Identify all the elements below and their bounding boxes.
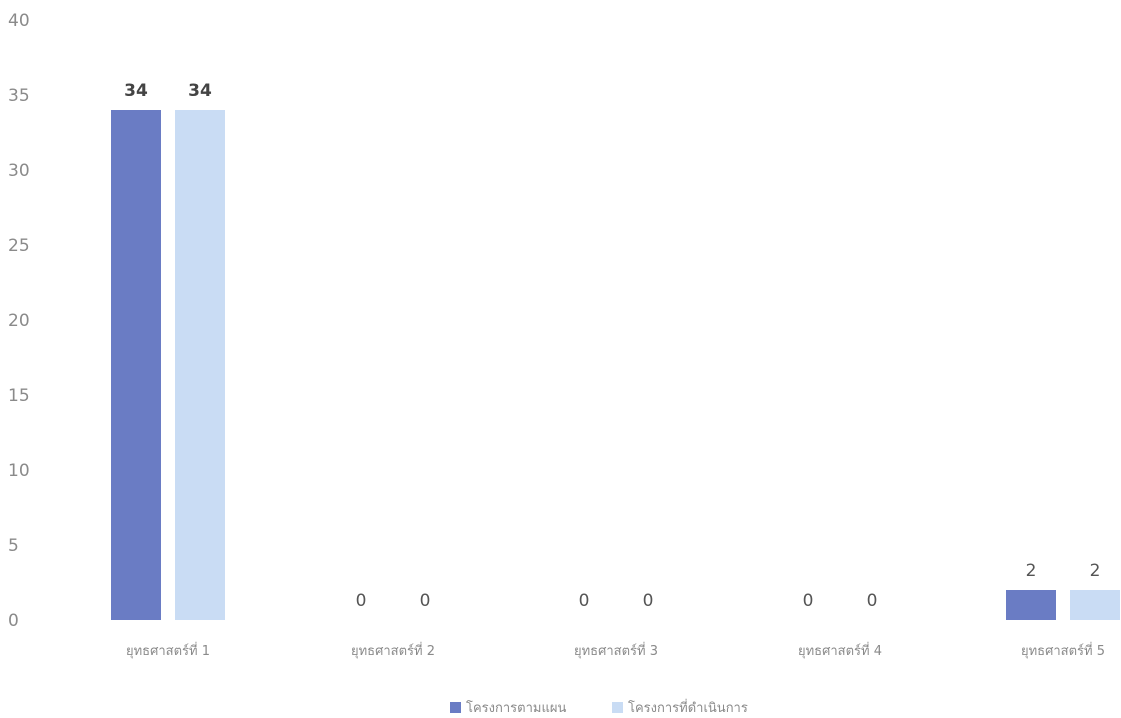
x-tick-label: ยุทธศาสตร์ที่ 3	[574, 642, 658, 659]
data-label: 2	[1090, 561, 1101, 581]
bar-1-5	[1006, 590, 1056, 620]
y-tick-label: 10	[8, 461, 30, 481]
y-axis: 0 5 10 15 20 25 30 35 40	[8, 11, 30, 631]
x-tick-label: ยุทธศาสตร์ที่ 2	[351, 642, 435, 659]
data-label: 2	[1026, 561, 1037, 581]
legend: โครงการตามแผน โครงการที่ดำเนินการ	[450, 699, 748, 716]
y-tick-label: 5	[8, 536, 19, 556]
bars	[111, 110, 1120, 620]
data-label: 34	[188, 81, 212, 101]
legend-label-2: โครงการที่ดำเนินการ	[628, 699, 748, 716]
x-tick-label: ยุทธศาสตร์ที่ 5	[1021, 642, 1105, 659]
legend-label-1: โครงการตามแผน	[466, 700, 566, 716]
bar-2-5	[1070, 590, 1120, 620]
data-labels: 34 34 0 0 0 0 0 0 2 2	[124, 81, 1100, 611]
data-label: 0	[867, 591, 878, 611]
y-tick-label: 15	[8, 386, 30, 406]
y-tick-label: 40	[8, 11, 30, 31]
data-label: 0	[803, 591, 814, 611]
y-tick-label: 20	[8, 311, 30, 331]
data-label: 34	[124, 81, 148, 101]
legend-swatch-2	[612, 702, 623, 713]
bar-1-1	[111, 110, 161, 620]
data-label: 0	[420, 591, 431, 611]
x-tick-label: ยุทธศาสตร์ที่ 1	[126, 642, 210, 659]
y-tick-label: 35	[8, 86, 30, 106]
legend-swatch-1	[450, 702, 461, 713]
x-axis: ยุทธศาสตร์ที่ 1 ยุทธศาสตร์ที่ 2 ยุทธศาสตร์…	[126, 642, 1105, 659]
y-tick-label: 25	[8, 236, 30, 256]
data-label: 0	[356, 591, 367, 611]
y-tick-label: 30	[8, 161, 30, 181]
data-label: 0	[643, 591, 654, 611]
y-tick-label: 0	[8, 611, 19, 631]
x-tick-label: ยุทธศาสตร์ที่ 4	[798, 642, 882, 659]
bar-2-1	[175, 110, 225, 620]
data-label: 0	[579, 591, 590, 611]
